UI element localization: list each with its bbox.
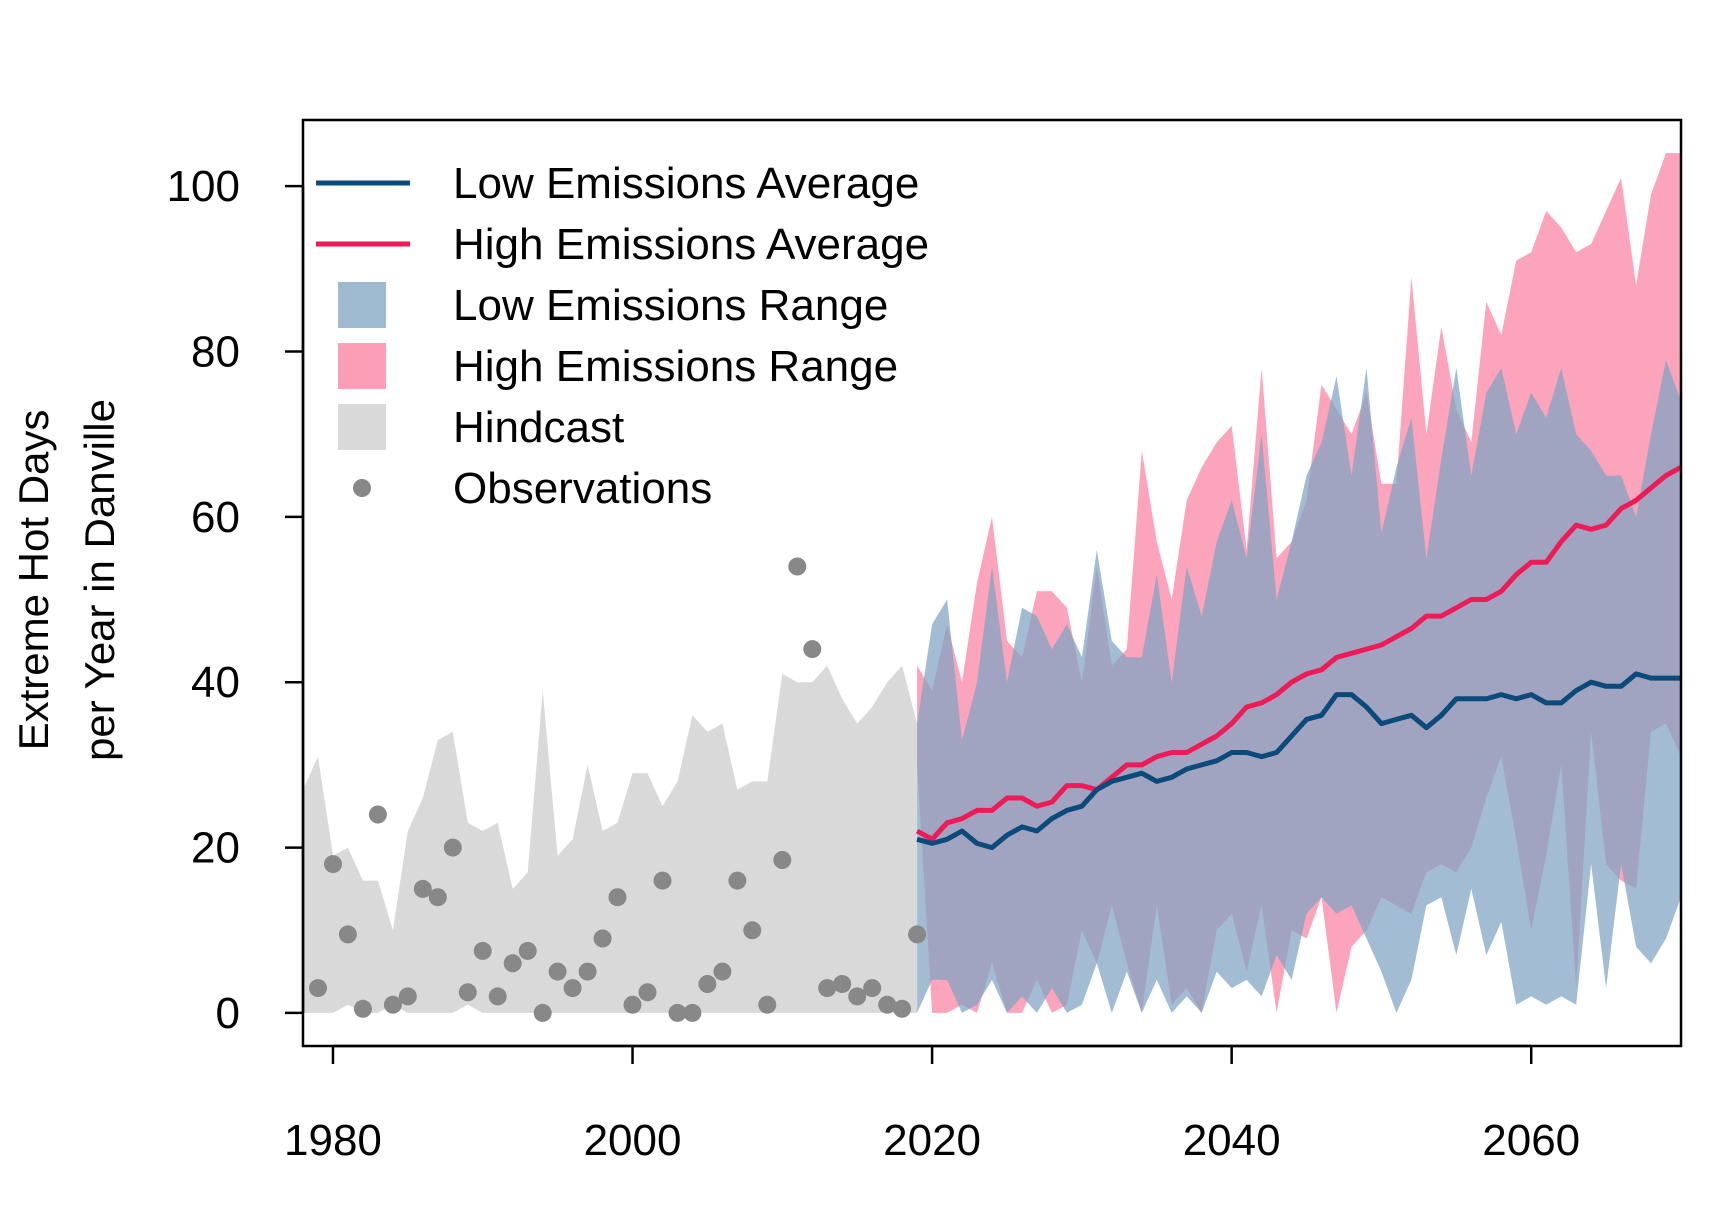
legend-label: Low Emissions Average (453, 159, 919, 208)
high-emissions-average-line (915, 465, 1681, 842)
observation-point (368, 805, 387, 824)
observation-point (383, 995, 402, 1014)
legend-item: High Emissions Range (338, 342, 898, 391)
x-tick-label: 2000 (584, 1116, 682, 1165)
low-emissions-range-band (917, 359, 1681, 1013)
observation-point (893, 999, 912, 1018)
y-axis-label-line-2: per Year in Danville (76, 399, 123, 761)
legend-box-swatch (338, 404, 386, 450)
y-tick-label: 80 (191, 328, 240, 377)
legend-label: Low Emissions Range (453, 281, 888, 330)
observation-point (788, 557, 807, 576)
legend-box-swatch (338, 282, 386, 328)
observation-point (833, 975, 852, 993)
legend-point-swatch (353, 479, 371, 497)
legend-label: High Emissions Average (453, 220, 929, 269)
observation-point (338, 925, 357, 944)
legend-label: Hindcast (453, 403, 624, 452)
plot-layer (303, 153, 1681, 1022)
observation-point (728, 871, 747, 890)
observation-point (743, 921, 762, 940)
observation-point (668, 1003, 687, 1022)
observation-point (533, 1003, 552, 1022)
legend-item: High Emissions Average (316, 220, 929, 269)
observation-point (443, 838, 462, 857)
legend-item: Hindcast (338, 403, 624, 452)
low-emissions-average-line (916, 671, 1681, 851)
observation-point (758, 995, 777, 1014)
observation-point (638, 983, 657, 1002)
x-tick-label: 1980 (284, 1116, 382, 1165)
observation-point (428, 888, 447, 907)
y-tick-label: 20 (191, 824, 240, 873)
x-tick-label: 2020 (883, 1116, 981, 1165)
observation-point (324, 855, 342, 874)
observation-point (698, 975, 717, 993)
x-tick-label: 2040 (1183, 1116, 1281, 1165)
observation-point (803, 640, 822, 659)
y-tick-label: 40 (191, 658, 240, 707)
observation-point (578, 962, 597, 981)
legend-item: Observations (353, 464, 712, 513)
observation-point (713, 962, 732, 981)
observation-point (309, 979, 327, 998)
y-axis-label-line-1: Extreme Hot Days (10, 410, 57, 751)
observation-point (608, 888, 627, 907)
observation-point (548, 962, 567, 981)
hindcast-band (303, 665, 918, 1013)
legend: Low Emissions Average High Emissions Aver… (316, 159, 929, 513)
x-tick-label: 2060 (1482, 1116, 1580, 1165)
observation-point (398, 987, 417, 1006)
y-tick-label: 60 (191, 493, 240, 542)
legend-item: Low Emissions Average (316, 159, 919, 208)
observation-point (683, 1003, 702, 1022)
observation-point (488, 987, 507, 1006)
observation-point (818, 979, 837, 998)
observation-point (518, 941, 537, 960)
y-tick-label: 0 (216, 989, 240, 1038)
legend-item: Low Emissions Range (338, 281, 888, 330)
observation-point (773, 851, 792, 869)
observation-point (473, 941, 492, 960)
legend-box-swatch (338, 343, 386, 389)
observation-point (878, 995, 897, 1014)
observation-point (563, 979, 582, 998)
observation-point (593, 929, 612, 948)
observation-point (353, 999, 372, 1018)
observation-point (413, 879, 432, 898)
legend-label: High Emissions Range (453, 342, 898, 391)
observation-point (848, 987, 867, 1006)
y-tick-label: 100 (167, 162, 240, 211)
observation-point (623, 995, 642, 1014)
observation-point (503, 954, 522, 973)
observation-point (653, 871, 672, 890)
legend-label: Observations (453, 464, 712, 513)
observation-point (863, 979, 882, 998)
observation-point (458, 983, 477, 1002)
observation-point (908, 925, 927, 944)
